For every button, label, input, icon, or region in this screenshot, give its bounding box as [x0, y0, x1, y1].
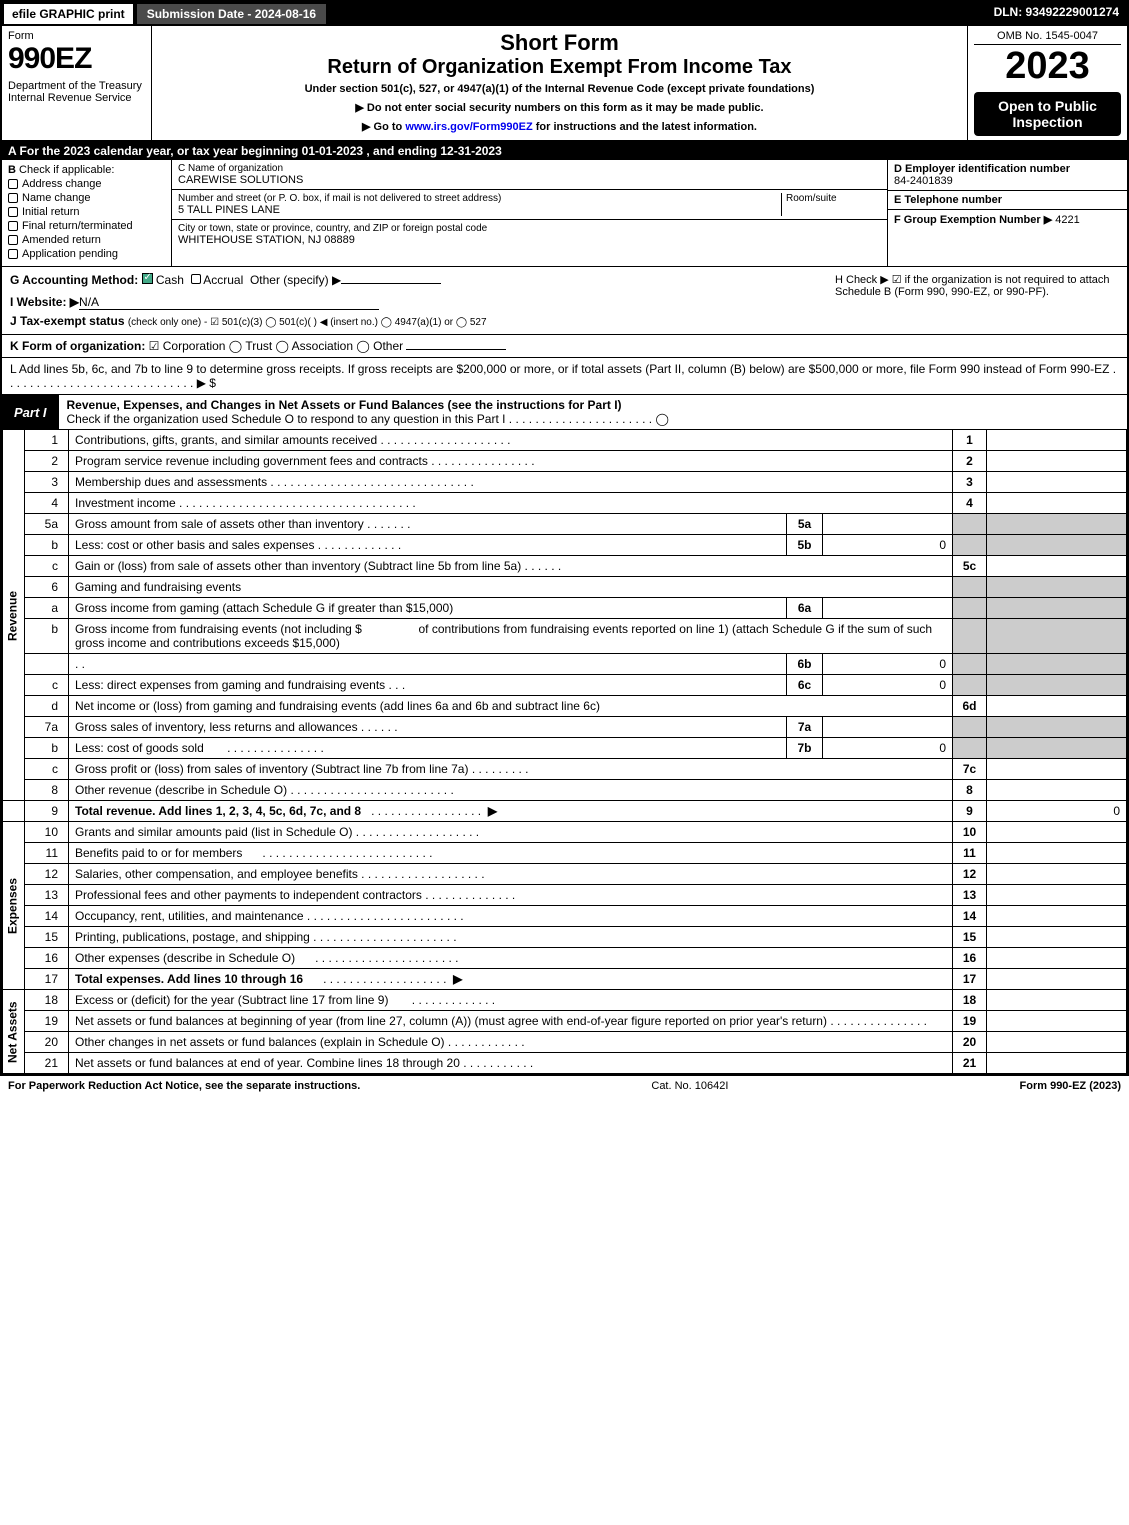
- revenue-label: Revenue: [3, 430, 25, 801]
- net-assets-label: Net Assets: [3, 990, 25, 1074]
- ein-label: D Employer identification number: [894, 163, 1070, 175]
- block-b-through-f: B Check if applicable: Address change Na…: [2, 160, 1127, 267]
- city-label: City or town, state or province, country…: [178, 223, 881, 234]
- org-name: CAREWISE SOLUTIONS: [178, 174, 881, 186]
- under-section: Under section 501(c), 527, or 4947(a)(1)…: [160, 83, 959, 95]
- check-address-change[interactable]: Address change: [8, 178, 165, 190]
- org-name-label: C Name of organization: [178, 163, 881, 174]
- line-h: H Check ▶ ☑ if the organization is not r…: [827, 267, 1127, 334]
- accounting-method-label: G Accounting Method:: [10, 273, 138, 287]
- efile-print-button[interactable]: efile GRAPHIC print: [2, 2, 135, 26]
- website-value: N/A: [79, 295, 379, 310]
- column-b: B Check if applicable: Address change Na…: [2, 160, 172, 266]
- irs-link[interactable]: www.irs.gov/Form990EZ: [405, 121, 532, 133]
- ein-value: 84-2401839: [894, 175, 953, 187]
- ssn-warning: ▶ Do not enter social security numbers o…: [160, 101, 959, 114]
- return-title: Return of Organization Exempt From Incom…: [160, 56, 959, 79]
- short-form-title: Short Form: [160, 30, 959, 56]
- tax-exempt-label: J Tax-exempt status: [10, 314, 125, 328]
- part-i-tag: Part I: [2, 402, 59, 423]
- tax-exempt-options: (check only one) - ☑ 501(c)(3) ◯ 501(c)(…: [128, 317, 487, 328]
- form-number: 990EZ: [8, 42, 145, 76]
- check-final-return[interactable]: Final return/terminated: [8, 220, 165, 232]
- submission-date: Submission Date - 2024-08-16: [135, 2, 328, 26]
- omb-number: OMB No. 1545-0047: [974, 30, 1121, 45]
- part-i-header: Part I Revenue, Expenses, and Changes in…: [2, 395, 1127, 429]
- website-label: I Website: ▶: [10, 295, 79, 309]
- form-label: Form: [8, 30, 145, 42]
- check-cash[interactable]: [142, 273, 153, 284]
- part-i-table: Revenue 1Contributions, gifts, grants, a…: [2, 429, 1127, 1074]
- phone-label: E Telephone number: [894, 194, 1002, 206]
- line-k: K Form of organization: ☑ Corporation ◯ …: [2, 335, 1127, 358]
- tax-year: 2023: [974, 45, 1121, 88]
- check-amended-return[interactable]: Amended return: [8, 234, 165, 246]
- section-a: A For the 2023 calendar year, or tax yea…: [2, 142, 1127, 160]
- check-name-change[interactable]: Name change: [8, 192, 165, 204]
- column-c: C Name of organization CAREWISE SOLUTION…: [172, 160, 887, 266]
- city-state-zip: WHITEHOUSE STATION, NJ 08889: [178, 234, 881, 246]
- footer-right: Form 990-EZ (2023): [1020, 1080, 1121, 1092]
- dln: DLN: 93492229001274: [986, 2, 1127, 26]
- row-g-h: G Accounting Method: Cash Accrual Other …: [2, 267, 1127, 335]
- group-exemption-label: F Group Exemption Number ▶: [894, 214, 1052, 226]
- check-initial-return[interactable]: Initial return: [8, 206, 165, 218]
- expenses-label: Expenses: [3, 822, 25, 990]
- open-to-public-badge: Open to Public Inspection: [974, 92, 1121, 136]
- topbar: efile GRAPHIC print Submission Date - 20…: [2, 2, 1127, 26]
- part-i-title: Revenue, Expenses, and Changes in Net As…: [67, 398, 622, 412]
- street-address: 5 TALL PINES LANE: [178, 204, 781, 216]
- room-label: Room/suite: [786, 193, 881, 204]
- check-application-pending[interactable]: Application pending: [8, 248, 165, 260]
- check-accrual[interactable]: [191, 274, 201, 284]
- group-exemption-value: 4221: [1055, 214, 1079, 226]
- form-header: Form 990EZ Department of the Treasury In…: [2, 26, 1127, 142]
- line-l: L Add lines 5b, 6c, and 7b to line 9 to …: [2, 358, 1127, 395]
- department: Department of the Treasury Internal Reve…: [8, 80, 145, 104]
- part-i-check: Check if the organization used Schedule …: [67, 412, 669, 426]
- goto-line: ▶ Go to www.irs.gov/Form990EZ for instru…: [160, 120, 959, 133]
- column-d-e-f: D Employer identification number 84-2401…: [887, 160, 1127, 266]
- form-container: efile GRAPHIC print Submission Date - 20…: [0, 0, 1129, 1076]
- page-footer: For Paperwork Reduction Act Notice, see …: [0, 1076, 1129, 1096]
- street-label: Number and street (or P. O. box, if mail…: [178, 193, 781, 204]
- footer-mid: Cat. No. 10642I: [651, 1080, 728, 1092]
- footer-left: For Paperwork Reduction Act Notice, see …: [8, 1080, 360, 1092]
